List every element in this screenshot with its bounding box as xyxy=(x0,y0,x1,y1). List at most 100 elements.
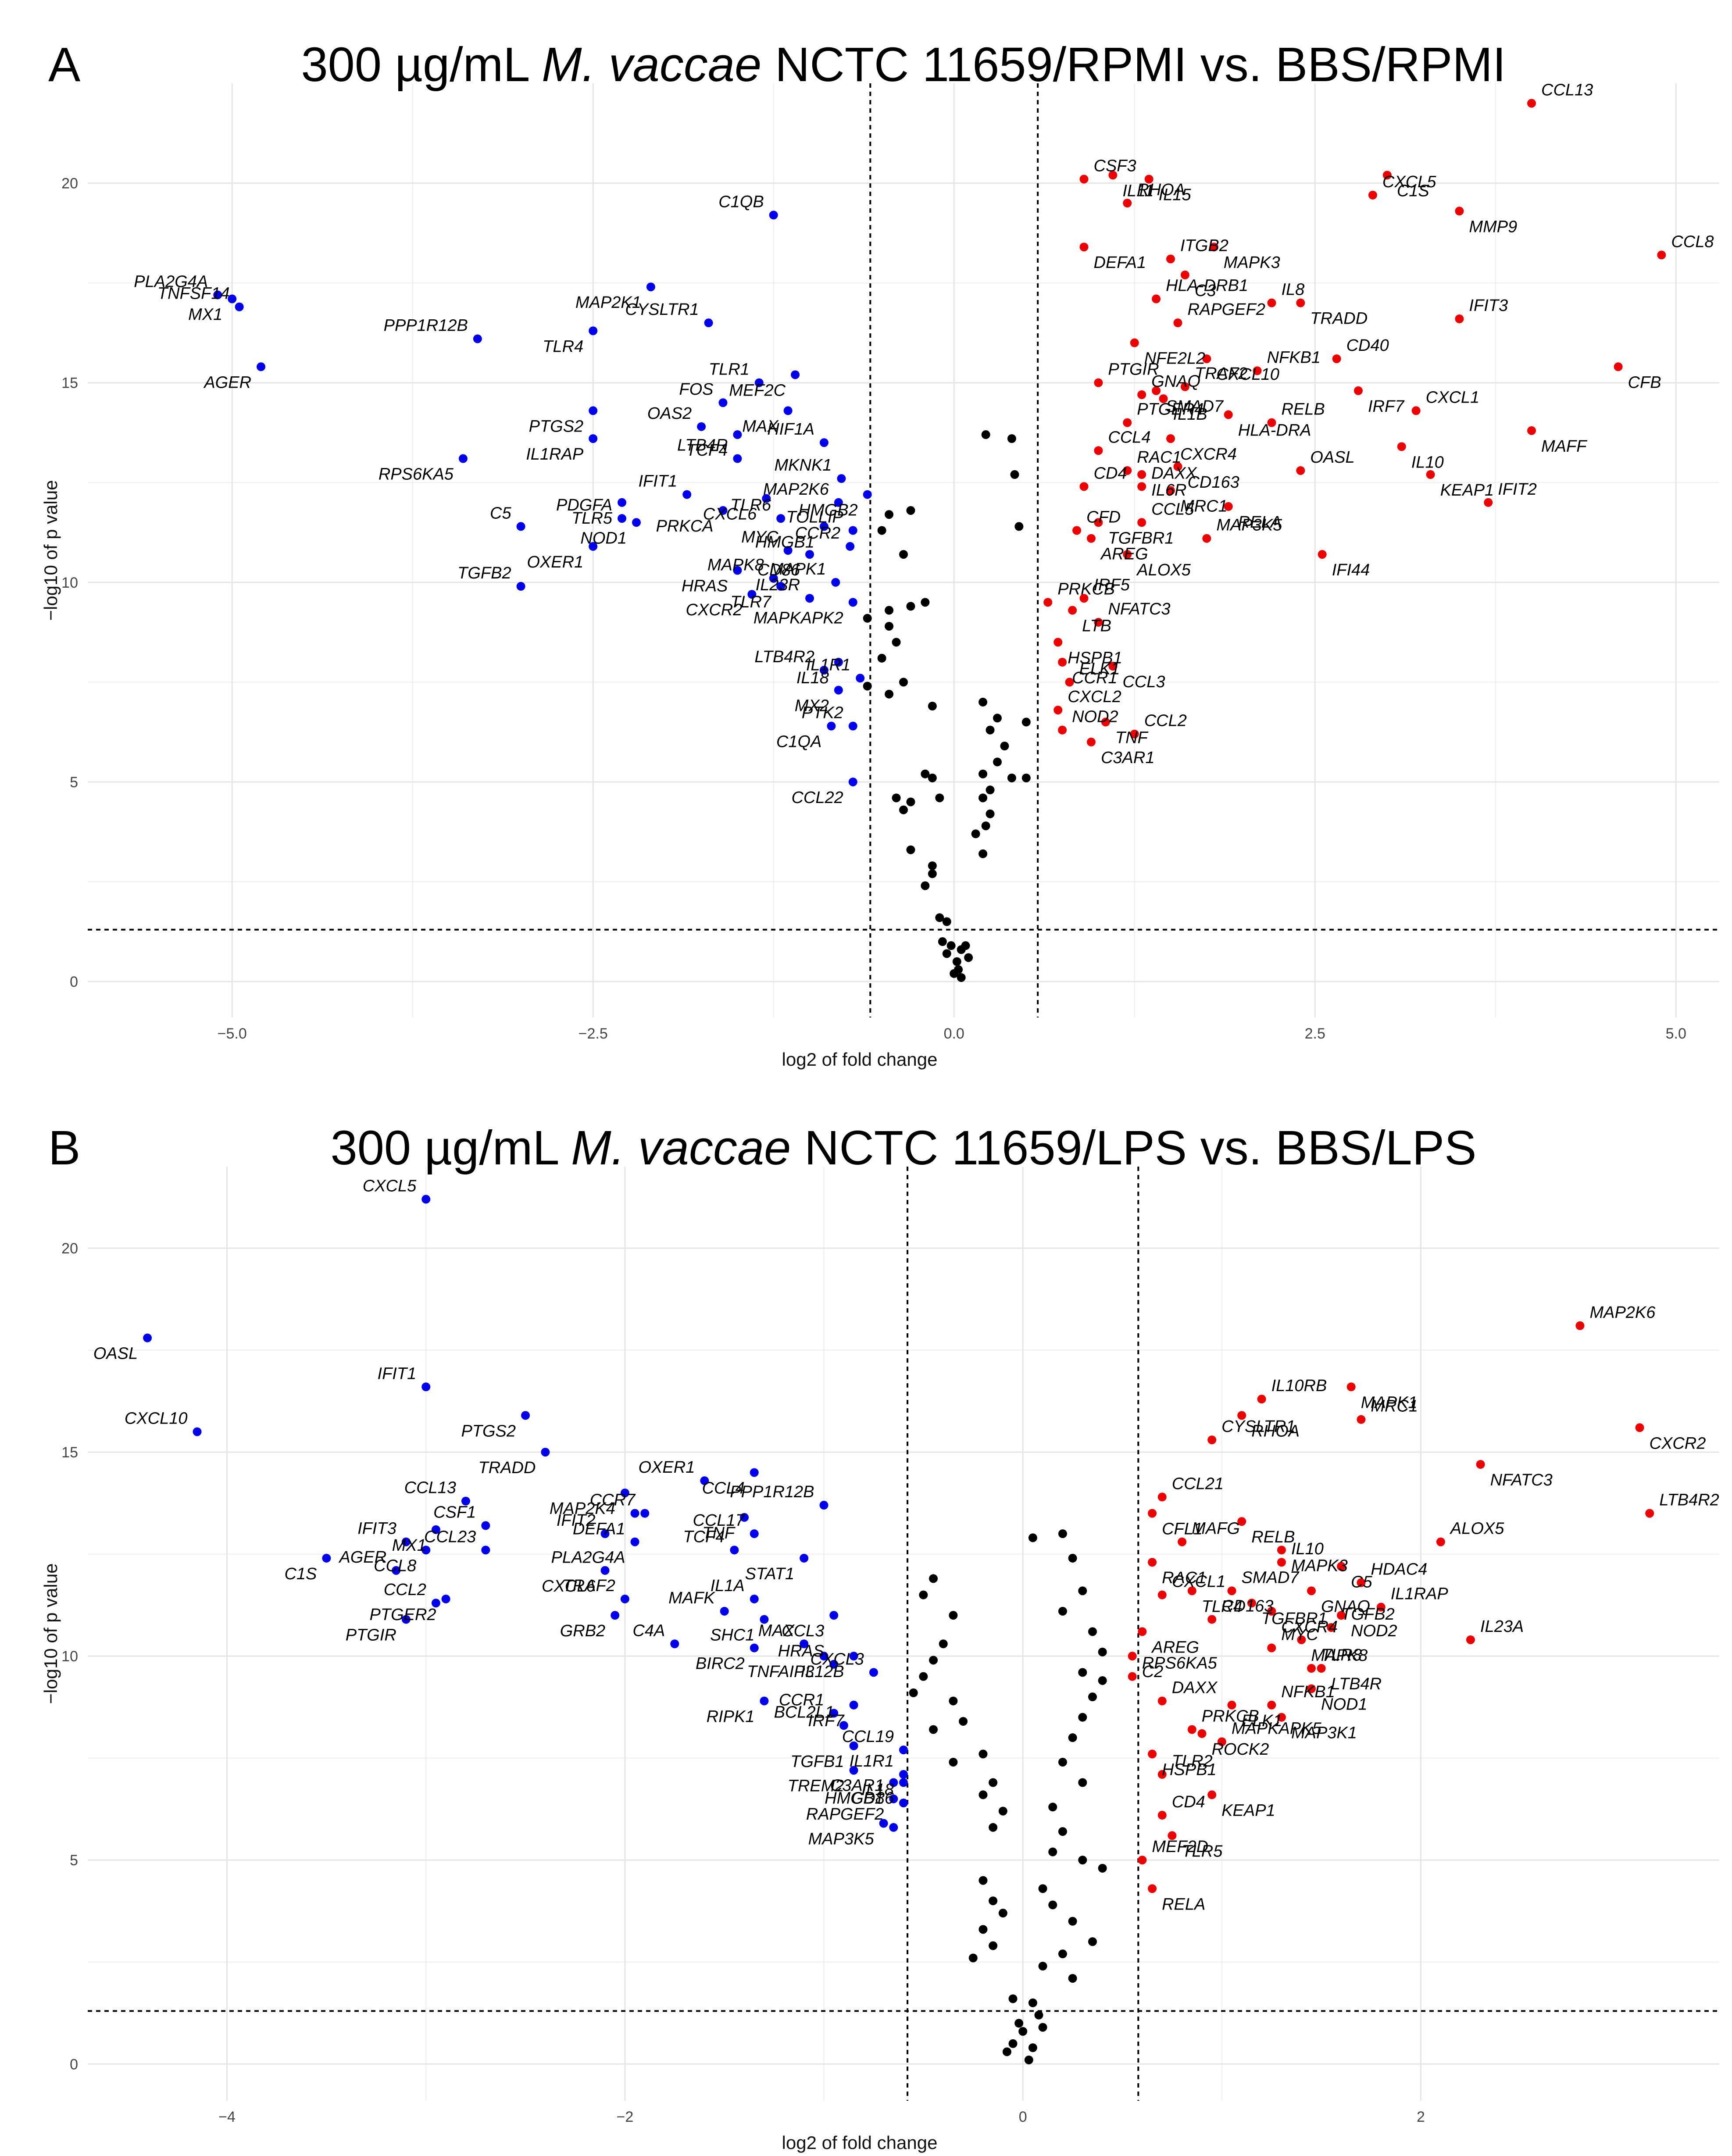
point-tlr2 xyxy=(1157,1770,1167,1779)
point-rhoa xyxy=(1123,199,1132,208)
gene-label-tlr7: TLR7 xyxy=(730,593,772,611)
point-alox5 xyxy=(1123,550,1132,559)
point-il18 xyxy=(834,657,843,667)
gene-label-pla2g4a: PLA2G4A xyxy=(551,1549,625,1567)
gene-label-tnf: TNF xyxy=(702,1524,736,1542)
point-map2k6 xyxy=(1575,1321,1585,1330)
gene-label-ifit2: IFIT2 xyxy=(557,1511,596,1530)
point-rps6ka5 xyxy=(458,454,468,463)
gene-label-il15: IL15 xyxy=(1159,186,1192,204)
gene-label-defa1: DEFA1 xyxy=(1094,253,1146,272)
gene-label-cxcl6: CXCL6 xyxy=(542,1577,596,1596)
gene-label-tlr6: TLR6 xyxy=(730,496,771,514)
gene-label-myc: MYC xyxy=(1281,1626,1318,1644)
point-cxcr2 xyxy=(1635,1423,1644,1432)
gene-label-bcl2l1: BCL2L1 xyxy=(774,1703,834,1721)
gene-label-cxcl1: CXCL1 xyxy=(1426,388,1480,407)
point-tollip xyxy=(848,526,857,535)
point-ltb xyxy=(1068,606,1077,615)
gene-label-prkcb: PRKCB xyxy=(1057,580,1115,598)
gene-label-cxcl10: CXCL10 xyxy=(1216,365,1279,384)
point-c1qa xyxy=(827,721,836,731)
y-tick-label: 0 xyxy=(70,2056,78,2073)
gene-label-mapk3: MAPK3 xyxy=(1224,253,1280,272)
point-ns xyxy=(863,682,872,691)
point-cxcl10 xyxy=(193,1427,202,1436)
point-prkcb xyxy=(1043,598,1053,607)
gene-label-tnf: TNF xyxy=(1115,728,1149,747)
gene-label-ptgir: PTGIR xyxy=(1108,361,1159,379)
point-ns xyxy=(1068,1553,1077,1563)
gene-label-c5: C5 xyxy=(1351,1573,1372,1592)
point-csf3 xyxy=(1079,175,1089,184)
gene-label-rac1: RAC1 xyxy=(1162,1569,1206,1587)
point-il23a xyxy=(1466,1635,1475,1644)
point-tnf xyxy=(1101,717,1110,727)
point-ns xyxy=(981,821,990,831)
point-c2 xyxy=(1128,1652,1137,1661)
point-ns xyxy=(1021,717,1031,727)
point-ltb4r2 xyxy=(819,666,829,675)
point-ns xyxy=(968,1953,978,1963)
gene-label-ptger2: PTGER2 xyxy=(370,1606,436,1624)
point-ns xyxy=(986,725,995,735)
series-down xyxy=(213,211,872,786)
x-tick-label: 5.0 xyxy=(1666,1025,1686,1042)
point-ns xyxy=(885,510,894,519)
point-ns xyxy=(946,941,956,950)
gene-label-pla2g4a: PLA2G4A xyxy=(134,272,208,291)
gene-label-daxx: DAXX xyxy=(1151,464,1197,482)
point-ns xyxy=(1028,1533,1037,1542)
point-mafg xyxy=(1178,1537,1187,1546)
y-tick-label: 10 xyxy=(61,575,78,591)
gene-label-mapk3: MAPK3 xyxy=(1291,1556,1348,1575)
gene-label-map2k1: MAP2K1 xyxy=(575,293,641,312)
gene-label-tollip: TOLLIP xyxy=(786,508,844,526)
gene-label-defa1: DEFA1 xyxy=(573,1520,625,1538)
point-cfd xyxy=(1072,526,1082,535)
point-ns xyxy=(978,793,988,803)
point-defa1 xyxy=(630,1509,639,1518)
point-cfb xyxy=(1614,362,1623,371)
gene-label-tnfaip3: TNFAIP3 xyxy=(747,1663,814,1681)
gene-label-ccl19: CCL19 xyxy=(842,1728,894,1746)
point-prkca xyxy=(718,506,728,515)
gene-label-relb: RELB xyxy=(1251,1528,1295,1546)
gene-label-cxcl2: CXCL2 xyxy=(1068,688,1121,706)
gene-label-ccl4: CCL4 xyxy=(702,1479,745,1498)
gene-label-rela: RELA xyxy=(1238,513,1282,532)
panel-b: B 300 µg/mL M. vaccae NCTC 11659/LPS vs. … xyxy=(40,1121,1719,2153)
point-csf1 xyxy=(481,1521,490,1530)
gene-label-ptger4: PTGER4 xyxy=(1137,400,1203,419)
point-il15 xyxy=(1144,175,1153,184)
point-rac1 xyxy=(1123,466,1132,475)
point-il10 xyxy=(1277,1558,1286,1567)
gene-label-rhoa: RHOA xyxy=(1251,1422,1300,1440)
gene-label-il1r1: IL1R1 xyxy=(806,656,850,674)
gene-label-ltb4r2: LTB4R2 xyxy=(1659,1491,1719,1510)
point-ccr7 xyxy=(640,1509,650,1518)
point-cxcl10 xyxy=(1202,354,1211,364)
gene-label-hdac4: HDAC4 xyxy=(1371,1560,1427,1579)
gene-label-areg: AREG xyxy=(1100,545,1148,564)
gene-label-tnfsf14: TNFSF14 xyxy=(157,285,230,303)
point-il1rap xyxy=(1376,1603,1386,1612)
point-cfl1 xyxy=(1148,1509,1157,1518)
point-il6r xyxy=(1137,470,1146,479)
gene-label-relb: RELB xyxy=(1281,400,1325,419)
gene-label-cd86: CD86 xyxy=(851,1789,894,1807)
point-mrc1 xyxy=(1166,486,1175,495)
point-ccl2 xyxy=(431,1599,440,1608)
gene-label-max: MAX xyxy=(742,417,779,435)
gene-label-myc: MYC xyxy=(741,528,779,546)
gene-label-gnaq: GNAQ xyxy=(1321,1597,1370,1616)
point-maff xyxy=(1527,426,1536,435)
point-map3k5 xyxy=(879,1819,888,1828)
gene-label-mapk8: MAPK8 xyxy=(1311,1646,1368,1665)
gene-label-hmgb1: HMGB1 xyxy=(755,533,814,551)
gene-label-ptgs2: PTGS2 xyxy=(461,1422,516,1440)
point-ltb4r2 xyxy=(1645,1509,1654,1518)
gene-label-pdgfa: PDGFA xyxy=(556,496,612,514)
gene-label-max: MAX xyxy=(758,1621,795,1640)
point-ns xyxy=(964,953,973,962)
